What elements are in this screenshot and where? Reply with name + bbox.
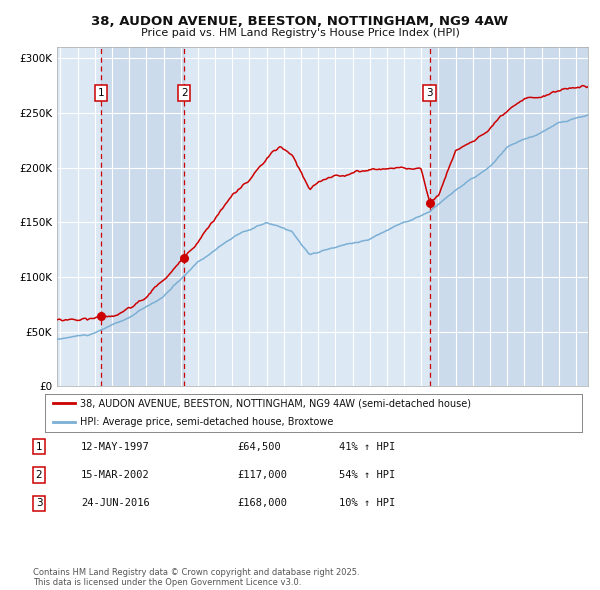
Text: 38, AUDON AVENUE, BEESTON, NOTTINGHAM, NG9 4AW (semi-detached house): 38, AUDON AVENUE, BEESTON, NOTTINGHAM, N… — [80, 398, 471, 408]
Text: 15-MAR-2002: 15-MAR-2002 — [81, 470, 150, 480]
Text: 12-MAY-1997: 12-MAY-1997 — [81, 442, 150, 451]
Text: 1: 1 — [98, 88, 104, 98]
Text: 10% ↑ HPI: 10% ↑ HPI — [339, 499, 395, 508]
Text: HPI: Average price, semi-detached house, Broxtowe: HPI: Average price, semi-detached house,… — [80, 417, 333, 427]
Text: 1: 1 — [35, 442, 43, 451]
Text: 2: 2 — [181, 88, 187, 98]
Bar — [101, 47, 184, 386]
Text: 3: 3 — [35, 499, 43, 508]
Bar — [430, 47, 588, 386]
Text: 38, AUDON AVENUE, BEESTON, NOTTINGHAM, NG9 4AW: 38, AUDON AVENUE, BEESTON, NOTTINGHAM, N… — [91, 15, 509, 28]
Text: £168,000: £168,000 — [237, 499, 287, 508]
Text: Price paid vs. HM Land Registry's House Price Index (HPI): Price paid vs. HM Land Registry's House … — [140, 28, 460, 38]
Text: 54% ↑ HPI: 54% ↑ HPI — [339, 470, 395, 480]
Text: 2: 2 — [35, 470, 43, 480]
Text: 3: 3 — [426, 88, 433, 98]
Text: £64,500: £64,500 — [237, 442, 281, 451]
Text: 41% ↑ HPI: 41% ↑ HPI — [339, 442, 395, 451]
Text: 24-JUN-2016: 24-JUN-2016 — [81, 499, 150, 508]
Text: Contains HM Land Registry data © Crown copyright and database right 2025.
This d: Contains HM Land Registry data © Crown c… — [33, 568, 359, 587]
Text: £117,000: £117,000 — [237, 470, 287, 480]
